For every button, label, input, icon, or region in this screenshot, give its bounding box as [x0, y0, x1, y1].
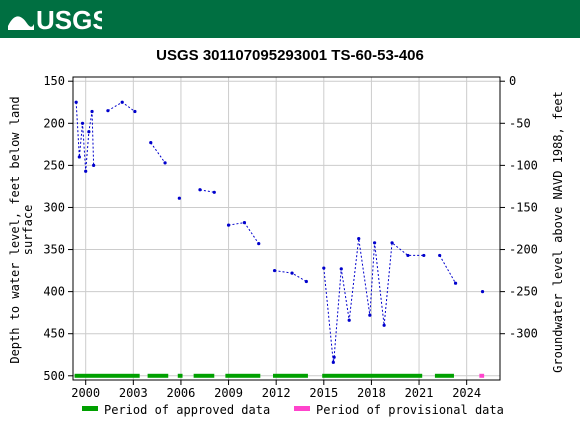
approved-period-bar: [177, 373, 183, 378]
left-tick-label: 400: [43, 285, 65, 299]
usgs-logo-wave-icon: [8, 16, 34, 30]
x-tick-label: 2018: [357, 386, 386, 400]
chart-title: USGS 301107095293001 TS-60-53-406: [156, 47, 424, 64]
data-point: [406, 253, 410, 258]
data-point: [347, 318, 351, 322]
legend: Period of approved data Period of provis…: [82, 403, 504, 417]
data-point: [90, 109, 94, 114]
y-axis-right-label: Groundwater level above NAVD 1988, feet: [551, 91, 565, 373]
data-point: [149, 141, 153, 145]
right-tick-label: -300: [509, 327, 538, 341]
data-point: [357, 237, 361, 241]
x-tick-label: 2012: [262, 386, 291, 400]
data-point: [272, 268, 277, 273]
data-periods: [74, 373, 485, 378]
x-tick-label: 2015: [309, 386, 338, 400]
data-point: [368, 313, 372, 317]
approved-period-bar: [434, 373, 454, 378]
left-tick-label: 150: [43, 74, 65, 88]
grid: [73, 77, 500, 380]
left-tick-label: 250: [43, 158, 65, 172]
data-point: [339, 267, 343, 271]
series-line: [199, 189, 215, 193]
x-tick-label: 2021: [405, 386, 434, 400]
usgs-header-bar: USGS: [0, 0, 580, 38]
right-axis: 0 -50 -100 -150 -200 -250 -300: [500, 74, 538, 341]
left-tick-label: 450: [43, 327, 65, 341]
left-tick-label: 350: [43, 243, 65, 257]
right-tick-label: 0: [509, 74, 516, 88]
data-point: [480, 290, 485, 294]
data-point: [290, 271, 294, 275]
y-axis-left-label-line1: Depth to water level, feet below land: [8, 96, 22, 363]
provisional-period-bar: [479, 373, 485, 378]
approved-period-bar: [225, 373, 261, 378]
right-tick-label: -200: [509, 243, 538, 257]
series-line: [150, 142, 166, 164]
data-point: [304, 279, 308, 284]
series-line: [323, 238, 424, 363]
approved-period-bar: [322, 373, 423, 378]
data-point: [372, 241, 377, 245]
x-tick-label: 2000: [71, 386, 100, 400]
data-point: [106, 109, 110, 113]
left-axis: 150 200 250 300 350 400 450 500: [43, 74, 73, 383]
data-point: [74, 100, 78, 104]
data-point: [226, 223, 231, 227]
left-tick-label: 500: [43, 369, 65, 383]
data-point: [77, 155, 81, 159]
data-point: [92, 163, 96, 167]
legend-provisional-swatch: [294, 406, 310, 411]
x-tick-label: 2006: [166, 386, 195, 400]
data-point: [80, 121, 85, 125]
data-point: [382, 323, 386, 327]
approved-period-bar: [193, 373, 215, 378]
approved-period-bar: [74, 373, 140, 378]
y-axis-left-label-line2: surface: [21, 205, 35, 256]
data-point: [87, 130, 91, 134]
right-tick-label: -150: [509, 200, 538, 214]
data-point: [133, 109, 137, 114]
usgs-logo[interactable]: USGS: [6, 4, 102, 34]
plot-area: [72, 76, 501, 381]
series: [74, 100, 485, 364]
data-point: [163, 161, 167, 165]
left-tick-label: 300: [43, 200, 65, 214]
approved-period-bar: [147, 373, 169, 378]
data-point: [453, 281, 458, 285]
data-point: [332, 355, 336, 359]
x-tick-label: 2009: [214, 386, 243, 400]
series-line: [228, 222, 260, 244]
data-point: [212, 190, 216, 194]
right-tick-label: -100: [509, 158, 538, 172]
data-point: [120, 100, 124, 104]
x-tick-label: 2024: [452, 386, 481, 400]
series-line: [274, 270, 307, 282]
data-point: [257, 242, 261, 246]
data-point: [198, 188, 202, 192]
data-point: [322, 266, 326, 270]
data-point: [331, 360, 335, 364]
data-point: [438, 253, 442, 258]
series-line: [439, 255, 456, 284]
data-point: [390, 241, 394, 245]
right-tick-label: -250: [509, 285, 538, 299]
data-point: [84, 169, 88, 173]
left-tick-label: 200: [43, 116, 65, 130]
x-axis: 2000 2003 2006 2009 2012 2015 2018 2021 2024: [71, 380, 481, 400]
legend-approved-swatch: [82, 406, 98, 411]
data-point: [422, 253, 426, 258]
data-point: [242, 221, 247, 225]
x-tick-label: 2003: [119, 386, 148, 400]
usgs-logo-text: USGS: [36, 5, 102, 34]
approved-period-bar: [273, 373, 308, 378]
legend-approved-label: Period of approved data: [104, 403, 270, 417]
legend-provisional-label: Period of provisional data: [316, 403, 504, 417]
data-point: [177, 196, 181, 200]
right-tick-label: -50: [509, 116, 531, 130]
